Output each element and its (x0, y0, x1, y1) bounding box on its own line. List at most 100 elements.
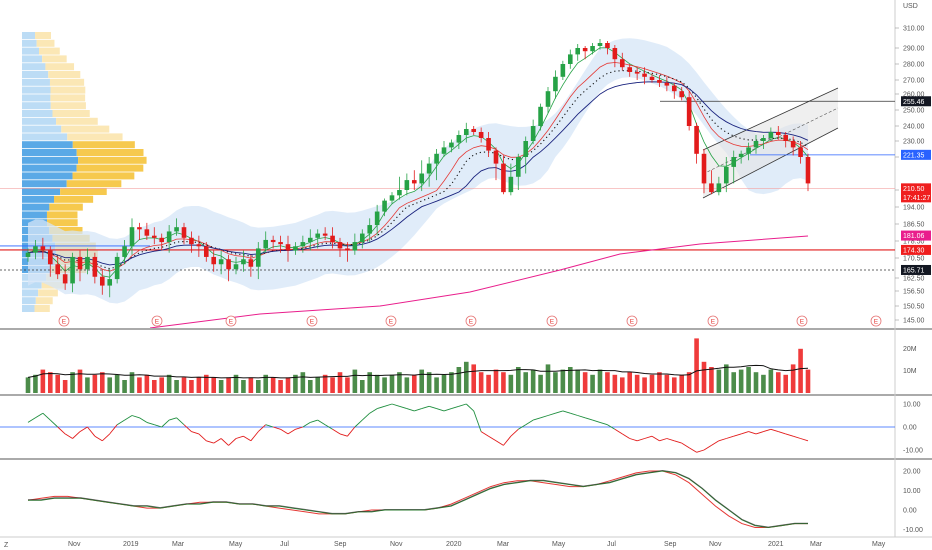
currency-label: USD (903, 3, 918, 10)
price-tag: 174.30 (901, 244, 931, 255)
candle-body (463, 129, 469, 135)
volume-bar (642, 377, 647, 393)
profile-bar-up (22, 86, 51, 94)
volume-bar (456, 367, 462, 393)
osc-segment (748, 431, 757, 435)
osc-segment (265, 424, 274, 428)
osc-segment (369, 408, 378, 414)
time-tick-label: Nov (68, 541, 81, 548)
candle-body (322, 233, 328, 236)
time-tick-label: Jul (607, 541, 616, 548)
volume-bar (300, 372, 306, 393)
osc-segment (391, 403, 400, 407)
earnings-circle (707, 315, 719, 327)
osc-segment (198, 433, 207, 442)
volume-bar (40, 369, 46, 393)
profile-bar-up (22, 47, 40, 55)
time-tick-label: 2021 (768, 541, 784, 548)
candle-body (218, 259, 224, 265)
profile-bar-up (22, 188, 61, 195)
candle-body (790, 141, 796, 148)
profile-bar-down (49, 203, 83, 211)
osc-segment (414, 408, 422, 412)
candle-body (345, 248, 350, 251)
osc-segment (79, 426, 88, 432)
candle-body (590, 46, 595, 52)
profile-bar-down (48, 71, 81, 78)
time-tick-label: Mar (810, 541, 823, 548)
earnings-letter: E (310, 319, 315, 326)
volume-bar (166, 374, 172, 393)
candle-body (263, 239, 269, 249)
volume-bar (159, 377, 165, 393)
profile-bar-down (39, 47, 60, 55)
footer-label: Z (4, 542, 9, 549)
candle-body (701, 153, 707, 184)
ema-red-line (27, 62, 809, 272)
osc-segment (711, 440, 720, 446)
earnings-circle (796, 315, 808, 327)
time-tick-label: Nov (709, 541, 722, 548)
osc-segment (250, 431, 259, 442)
volume-bar (389, 374, 395, 393)
profile-bar-down (34, 305, 50, 312)
volume-bar (560, 369, 566, 393)
earnings-letter: E (62, 319, 67, 326)
profile-bar-up (22, 172, 73, 180)
osc-segment (139, 417, 148, 423)
candle-body (382, 200, 387, 212)
osc-segment (116, 419, 125, 426)
volume-bar (761, 374, 766, 393)
candle-body (523, 141, 529, 157)
profile-bar-up (22, 55, 43, 63)
price-tag-label: 210.50 (903, 186, 925, 193)
earnings-marker: E (225, 315, 237, 327)
osc-segment (72, 431, 81, 439)
candle-body (352, 242, 358, 251)
profile-bar-down (49, 227, 83, 234)
osc-segment (257, 424, 267, 432)
volume-bar (627, 372, 633, 393)
profile-bar-up (22, 141, 73, 149)
osc-segment (770, 428, 779, 433)
volume-bar (47, 372, 53, 393)
volume-bar (352, 369, 358, 393)
osc-segment (659, 438, 667, 442)
osc-segment (703, 445, 712, 451)
osc-segment (87, 426, 96, 437)
candle-body (397, 190, 402, 196)
osc-segment (451, 405, 459, 410)
osc-segment (280, 428, 289, 435)
time-axis: Nov 2019 Mar May Jul Sep Nov 2020 Mar May Jul Sep No… (68, 541, 886, 548)
candle-body (203, 246, 209, 257)
volume-bar (567, 367, 573, 393)
osc-segment (124, 415, 133, 421)
volume-bar (181, 377, 187, 393)
volume-bar (671, 377, 677, 393)
candle-body (694, 126, 699, 154)
osc-segment (733, 433, 742, 437)
candle-body (709, 183, 714, 193)
profile-bar-down (35, 32, 51, 39)
price-tick-label: 145.00 (903, 318, 925, 325)
profile-bar-down (60, 188, 107, 195)
candle-body (508, 176, 514, 193)
volume-bar (99, 372, 105, 393)
price-tag: 165.71 (901, 264, 931, 275)
earnings-circle (870, 315, 882, 327)
earnings-marker: E (306, 315, 318, 327)
osc-segment (287, 428, 296, 435)
candle-body (449, 142, 454, 148)
volume-bar (649, 374, 655, 393)
candle-body (92, 256, 98, 277)
earnings-marker: E (626, 315, 638, 327)
candle-body (716, 183, 722, 193)
earnings-marker: E (151, 315, 163, 327)
volume-bar (189, 380, 194, 393)
volume-bar (701, 361, 707, 393)
profile-bar-down (50, 94, 86, 102)
price-tick-label: 250.00 (903, 108, 925, 115)
osc-segment (42, 412, 51, 421)
candle-body (456, 135, 462, 143)
